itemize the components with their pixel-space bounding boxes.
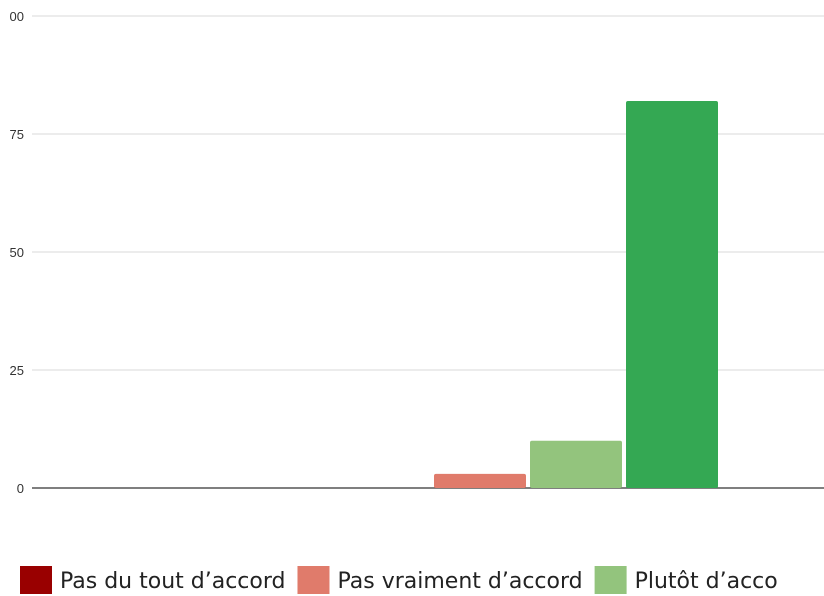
y-tick-label: 0: [17, 481, 24, 496]
legend-label: Plutôt d’acco: [635, 569, 778, 594]
y-axis-ticks: 0 25 50 75 00: [10, 9, 24, 496]
legend-swatch: [20, 566, 52, 594]
legend: Pas du tout d’accord Pas vraiment d’accor…: [20, 566, 778, 594]
legend-swatch: [297, 566, 330, 594]
bar: [434, 473, 526, 488]
bar: [530, 440, 622, 488]
y-tick-label: 75: [10, 127, 24, 142]
y-tick-label: 50: [10, 245, 24, 260]
legend-swatch: [594, 566, 627, 594]
legend-label: Pas du tout d’accord: [60, 569, 285, 594]
bars: [434, 100, 718, 489]
y-tick-label: 25: [10, 363, 24, 378]
legend-label: Pas vraiment d’accord: [337, 569, 582, 594]
bar: [626, 100, 718, 489]
y-tick-label: 00: [10, 9, 24, 24]
